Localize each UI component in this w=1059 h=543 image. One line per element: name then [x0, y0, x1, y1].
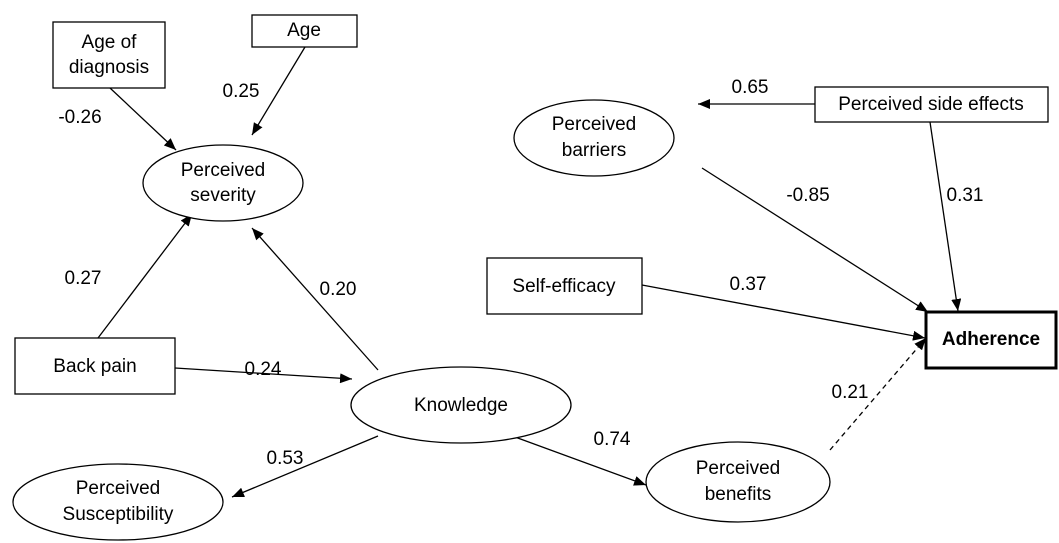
- node-box: [924, 310, 1058, 370]
- edge: [514, 436, 647, 486]
- node: Perceived severity: [142, 144, 304, 222]
- node-label: benefits: [705, 484, 772, 505]
- node: Age: [251, 14, 358, 48]
- node-box: [251, 14, 358, 48]
- node-ellipse: [513, 99, 675, 177]
- node-label: Age: [287, 20, 321, 41]
- node: Perceived barriers: [513, 99, 675, 177]
- node: Perceived Susceptibility: [12, 463, 224, 541]
- edge-label: 0.37: [730, 274, 767, 295]
- edge-label: 0.21: [832, 382, 869, 403]
- node: Back pain: [14, 337, 176, 395]
- edge-label: -0.26: [58, 107, 101, 128]
- node: Adherence: [924, 310, 1058, 370]
- node-label: Perceived: [76, 478, 161, 499]
- edge: [231, 435, 379, 498]
- node-label: Perceived: [696, 458, 781, 479]
- node-ellipse: [12, 463, 224, 541]
- edge: [109, 87, 177, 151]
- node-label: Knowledge: [414, 395, 508, 416]
- node: Age of diagnosis: [52, 21, 166, 89]
- node-label: Adherence: [942, 329, 1040, 350]
- node-box: [814, 86, 1049, 123]
- node: Perceived side effects: [814, 86, 1049, 123]
- node-label: Perceived: [181, 160, 266, 181]
- edge: [829, 337, 927, 451]
- edge-labels: -0.26 0.25 0.27 0.20 0.24 0.53 0.74 0.65…: [58, 77, 983, 469]
- edges: [97, 46, 962, 498]
- node-label: severity: [190, 185, 256, 206]
- node-ellipse: [350, 366, 572, 444]
- edge: [701, 167, 929, 313]
- node-label: Susceptibility: [63, 504, 174, 525]
- node-box: [486, 257, 643, 315]
- node-ellipse: [645, 441, 831, 523]
- node-label: barriers: [562, 140, 626, 161]
- edge: [929, 121, 962, 312]
- edge: [251, 46, 306, 136]
- edge: [251, 227, 379, 371]
- node-box: [52, 21, 166, 89]
- edge-label: 0.20: [320, 279, 357, 300]
- edge-label: 0.31: [947, 185, 984, 206]
- node-label: Perceived: [552, 114, 637, 135]
- edge-label: 0.27: [65, 268, 102, 289]
- node-label: Age of: [82, 32, 138, 53]
- node: Knowledge: [350, 366, 572, 444]
- node: Self-efficacy: [486, 257, 643, 315]
- edge-label: -0.85: [786, 185, 829, 206]
- edge: [97, 213, 193, 339]
- edge-label: 0.74: [594, 429, 631, 450]
- edge-label: 0.53: [267, 448, 304, 469]
- node: Perceived benefits: [645, 441, 831, 523]
- node-label: diagnosis: [69, 57, 149, 78]
- edge: [641, 284, 926, 341]
- edge-label: 0.65: [732, 77, 769, 98]
- node-ellipse: [142, 144, 304, 222]
- node-label: Perceived side effects: [838, 94, 1024, 115]
- edge-label: 0.24: [245, 359, 282, 380]
- node-label: Back pain: [53, 356, 136, 377]
- node-label: Self-efficacy: [512, 276, 616, 297]
- edge-label: 0.25: [223, 81, 260, 102]
- edge: [174, 367, 353, 384]
- node-box: [14, 337, 176, 395]
